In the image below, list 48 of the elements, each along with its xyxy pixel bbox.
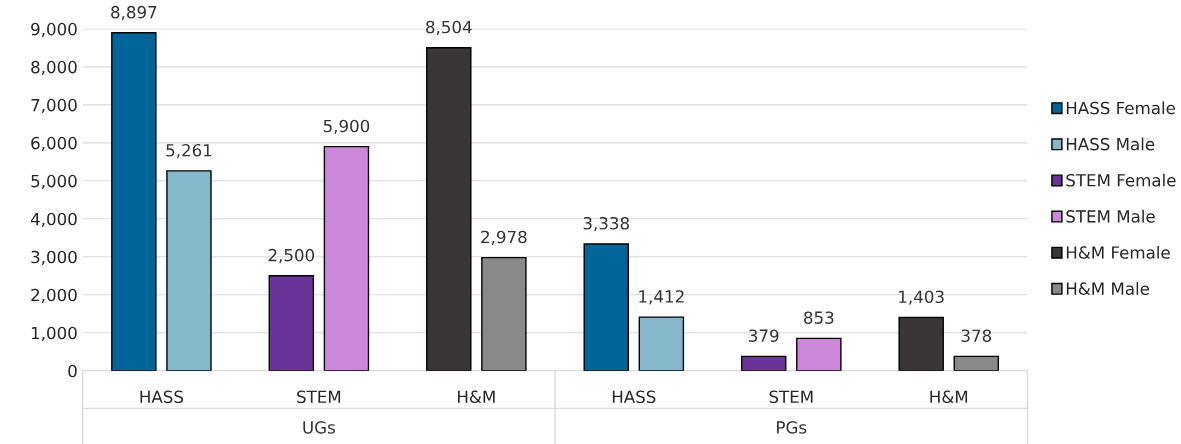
bar bbox=[426, 47, 472, 371]
data-label: 379 bbox=[749, 329, 779, 342]
y-tick-label: 5,000 bbox=[31, 174, 77, 190]
y-tick-label: 9,000 bbox=[31, 22, 77, 38]
data-label: 2,500 bbox=[268, 248, 315, 264]
y-tick-label: 3,000 bbox=[31, 250, 77, 266]
legend-label: STEM Female bbox=[1066, 173, 1176, 187]
bar bbox=[323, 145, 370, 371]
data-label: 5,261 bbox=[166, 143, 212, 159]
data-label: 1,412 bbox=[639, 290, 684, 305]
x-tick-label: STEM bbox=[769, 390, 813, 404]
y-tick-label: 4,000 bbox=[30, 212, 77, 228]
bar bbox=[953, 355, 1000, 371]
legend-label: HASS Male bbox=[1066, 137, 1155, 151]
data-label: 8,897 bbox=[111, 5, 157, 21]
legend-label: STEM Male bbox=[1066, 209, 1155, 223]
data-label: 2,978 bbox=[481, 230, 527, 245]
bar bbox=[268, 275, 315, 371]
bar bbox=[111, 32, 157, 371]
y-tick-label: 8,000 bbox=[31, 60, 77, 76]
data-label: 1,403 bbox=[899, 290, 944, 305]
data-label: 378 bbox=[961, 329, 992, 343]
legend-label: H&M Male bbox=[1066, 282, 1150, 295]
data-label: 3,338 bbox=[583, 216, 629, 232]
legend-label: HASS Female bbox=[1066, 101, 1176, 115]
data-label: 8,504 bbox=[426, 20, 472, 36]
x-tick-label: STEM bbox=[297, 390, 341, 404]
legend-label: H&M Female bbox=[1066, 245, 1170, 259]
y-tick-label: 1,000 bbox=[31, 326, 77, 342]
data-label: 853 bbox=[804, 311, 834, 324]
bar bbox=[898, 316, 944, 371]
x-tick-label: HASS bbox=[612, 390, 656, 404]
bar bbox=[740, 355, 787, 371]
bar bbox=[166, 170, 212, 371]
bar bbox=[481, 256, 527, 371]
y-tick-label: 7,000 bbox=[31, 98, 77, 114]
y-tick-label: 0 bbox=[68, 364, 77, 378]
data-label: 5,900 bbox=[323, 119, 370, 134]
text: PGs bbox=[777, 421, 807, 434]
bar bbox=[583, 243, 629, 371]
x-tick-label: H&M bbox=[930, 390, 968, 404]
y-tick-label: 6,000 bbox=[31, 136, 77, 152]
bar bbox=[638, 316, 685, 371]
bar bbox=[796, 337, 842, 371]
y-tick-label: 2,000 bbox=[31, 288, 77, 304]
text: UGs bbox=[303, 421, 335, 434]
x-tick-label: H&M bbox=[458, 390, 495, 404]
x-tick-label: HASS bbox=[140, 390, 184, 404]
